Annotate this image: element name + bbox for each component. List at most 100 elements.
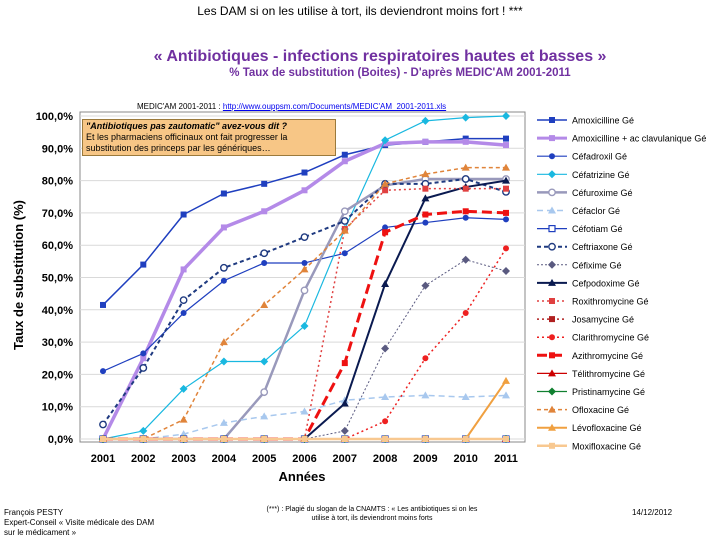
data-point: [341, 360, 348, 367]
data-point: [503, 245, 509, 252]
legend-label: Roxithromycine Gé: [572, 297, 649, 307]
data-point: [461, 255, 470, 264]
y-tick-label: 80,0%: [42, 176, 73, 188]
data-point: [260, 300, 269, 308]
legend-label: Pristinamycine Gé: [572, 387, 645, 397]
y-tick-label: 20,0%: [42, 369, 73, 381]
callout-box: "Antibiotiques pas zautomatic" avez-vous…: [82, 119, 336, 156]
data-point: [461, 163, 470, 171]
series-ofloxacine-ge: [99, 163, 510, 442]
data-point: [341, 250, 348, 257]
chart-subtitle: % Taux de substitution (Boites) - D'aprè…: [229, 67, 571, 79]
data-point: [100, 301, 106, 308]
data-point: [340, 226, 349, 234]
series-ceftriaxone-ge: [99, 175, 510, 429]
data-point: [340, 426, 349, 435]
source-link[interactable]: http://www.ouppsm.com/Documents/MEDIC'AM…: [222, 102, 447, 111]
legend-marker: [548, 225, 556, 233]
legend-item: Céfatrizine Gé: [537, 170, 630, 180]
x-tick-label: 2006: [292, 453, 316, 465]
legend-label: Céfatrizine Gé: [572, 170, 630, 180]
legend-marker: [549, 442, 555, 449]
data-point: [261, 180, 268, 187]
data-point: [382, 187, 389, 194]
data-point: [421, 391, 430, 399]
y-tick-label: 40,0%: [42, 305, 73, 317]
data-point: [180, 310, 187, 317]
data-point: [260, 357, 269, 366]
legend-item: Amoxicilline Gé: [537, 116, 634, 126]
legend-label: Amoxicilline + ac clavulanique Gé: [572, 134, 706, 144]
data-point: [261, 259, 268, 266]
data-point: [219, 418, 228, 426]
legend-item: Cefpodoxime Gé: [537, 278, 640, 288]
legend-marker: [549, 117, 555, 123]
legend-marker: [548, 278, 556, 286]
y-tick-label: 60,0%: [42, 240, 73, 252]
y-tick-label: 30,0%: [42, 337, 73, 349]
legend-label: Céfaclor Gé: [572, 206, 620, 216]
data-point: [421, 194, 430, 202]
data-point: [502, 112, 510, 120]
data-point: [421, 281, 430, 290]
x-tick-label: 2009: [413, 453, 437, 465]
data-point: [462, 310, 469, 317]
data-point: [381, 136, 390, 145]
data-point: [461, 393, 470, 401]
data-point: [179, 384, 188, 393]
footer-author: François PESTY Expert-Conseil « Visite m…: [4, 508, 164, 538]
legend-marker: [548, 369, 556, 377]
legend-item: Lévofloxacine Gé: [537, 423, 642, 433]
legend-item: Azithromycine Gé: [537, 351, 643, 361]
data-point: [341, 436, 348, 442]
data-point: [461, 113, 470, 122]
legend-label: Ceftriaxone Gé: [572, 242, 633, 252]
chart-title: « Antibiotiques - infections respiratoir…: [153, 48, 607, 65]
legend-marker: [548, 387, 556, 396]
data-point: [100, 436, 106, 442]
legend-item: Pristinamycine Gé: [537, 387, 645, 397]
data-point: [422, 219, 429, 226]
x-tick-label: 2010: [453, 453, 477, 465]
data-point: [140, 355, 147, 362]
callout-question: "Antibiotiques pas zautomatic" avez-vous…: [86, 121, 288, 131]
page-caption: Les DAM si on les utilise à tort, ils de…: [197, 4, 523, 18]
data-point: [382, 418, 389, 425]
data-point: [462, 135, 469, 142]
legend-marker: [549, 298, 555, 304]
data-point: [503, 436, 509, 442]
series-layer: [99, 112, 510, 443]
data-point: [220, 224, 227, 231]
legend-item: Céfixime Gé: [537, 260, 622, 270]
data-point: [462, 208, 469, 215]
callout-body: Et les pharmaciens officinaux ont fait p…: [86, 132, 288, 153]
data-point: [301, 169, 308, 176]
data-point: [421, 170, 430, 178]
data-point: [502, 391, 510, 399]
series-line: [102, 177, 507, 426]
legend-item: Josamycine Gé: [537, 315, 634, 325]
data-point: [381, 279, 390, 287]
legend-label: Clarithromycine Gé: [572, 333, 649, 343]
footer-note: (***) : Plagié du slogan de la CNAMTS : …: [266, 506, 478, 522]
y-tick-label: 0,0%: [48, 434, 73, 446]
data-point: [422, 211, 429, 218]
legend-label: Moxifloxacine Gé: [572, 441, 641, 451]
data-point: [422, 185, 429, 192]
data-point: [179, 415, 188, 423]
legend-label: Cefpodoxime Gé: [572, 278, 640, 288]
data-point: [502, 163, 510, 171]
legend-item: Moxifloxacine Gé: [537, 441, 641, 451]
legend-item: Céfaclor Gé: [537, 206, 620, 216]
legend-entries: Amoxicilline Gé Amoxicilline + ac clavula…: [537, 116, 706, 451]
legend-label: Céfixime Gé: [572, 260, 622, 270]
data-point: [300, 233, 309, 242]
data-point: [220, 436, 227, 442]
source-label: MEDIC'AM 2001-2011 :: [137, 102, 221, 111]
data-point: [341, 158, 348, 165]
data-point: [503, 135, 509, 142]
data-point: [180, 211, 187, 218]
data-point: [220, 277, 227, 284]
y-tick-label: 10,0%: [42, 402, 73, 414]
